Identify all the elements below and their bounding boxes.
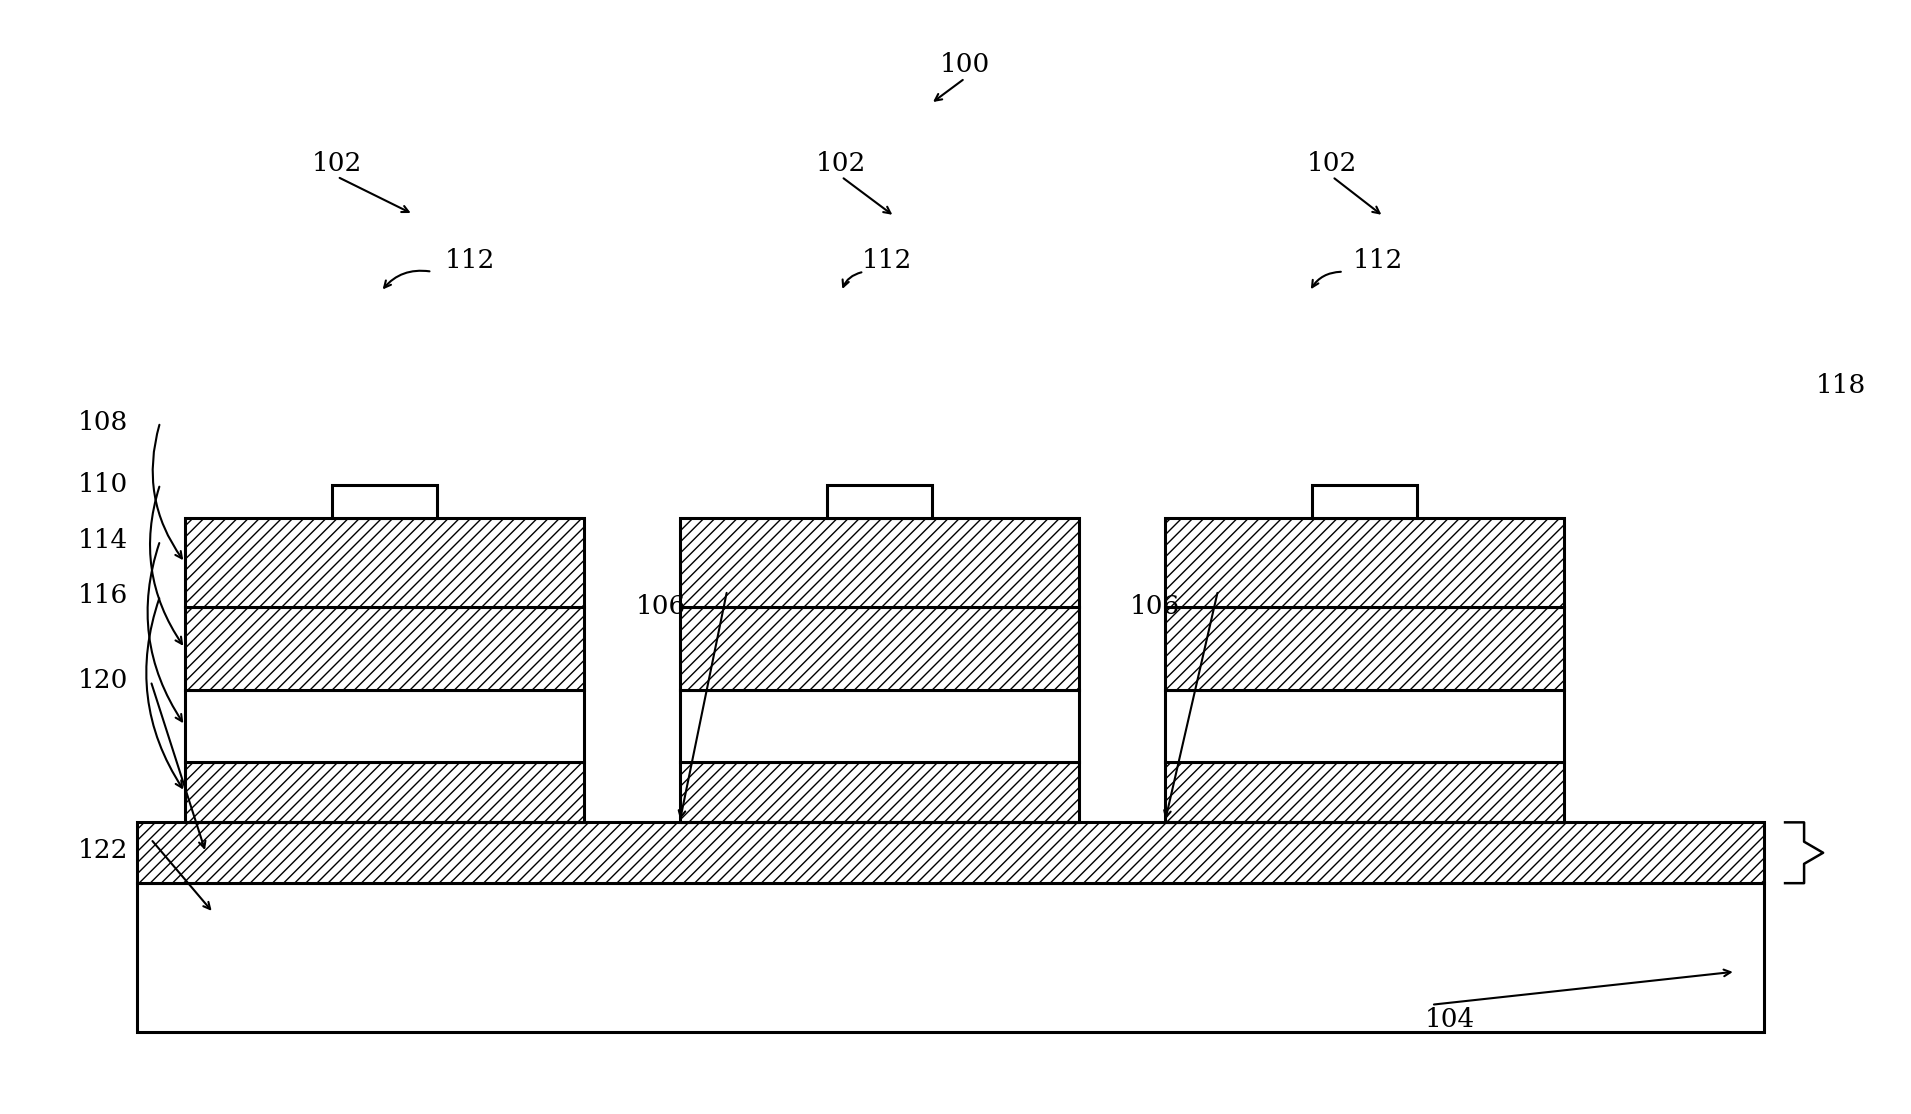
Text: 102: 102 [311, 150, 363, 176]
Bar [138, 883, 1764, 1033]
Text: 108: 108 [78, 410, 128, 434]
Text: 118: 118 [1815, 373, 1865, 398]
Text: 102: 102 [1307, 150, 1357, 176]
Bar [333, 485, 438, 518]
Bar [1166, 607, 1565, 690]
Bar [1166, 518, 1565, 607]
Text: 102: 102 [816, 150, 866, 176]
Bar [680, 607, 1080, 690]
Bar [185, 762, 585, 822]
Text: 112: 112 [1353, 248, 1403, 273]
Text: 120: 120 [78, 668, 128, 693]
Text: 106: 106 [1129, 594, 1181, 619]
Bar [185, 607, 585, 690]
Text: 104: 104 [1426, 1007, 1475, 1032]
Text: 112: 112 [445, 248, 495, 273]
Bar [680, 762, 1080, 822]
Text: 114: 114 [78, 528, 128, 553]
Text: 106: 106 [636, 594, 686, 619]
Bar [680, 690, 1080, 762]
Text: 122: 122 [78, 838, 128, 862]
Text: 116: 116 [78, 584, 128, 608]
Bar [680, 518, 1080, 607]
Bar [1313, 485, 1416, 518]
Bar [185, 518, 585, 607]
Bar [185, 690, 585, 762]
Text: 112: 112 [862, 248, 912, 273]
Bar [138, 822, 1764, 883]
Bar [827, 485, 933, 518]
Bar [1166, 762, 1565, 822]
Bar [1166, 690, 1565, 762]
Text: 110: 110 [78, 471, 128, 497]
Text: 100: 100 [940, 52, 990, 78]
